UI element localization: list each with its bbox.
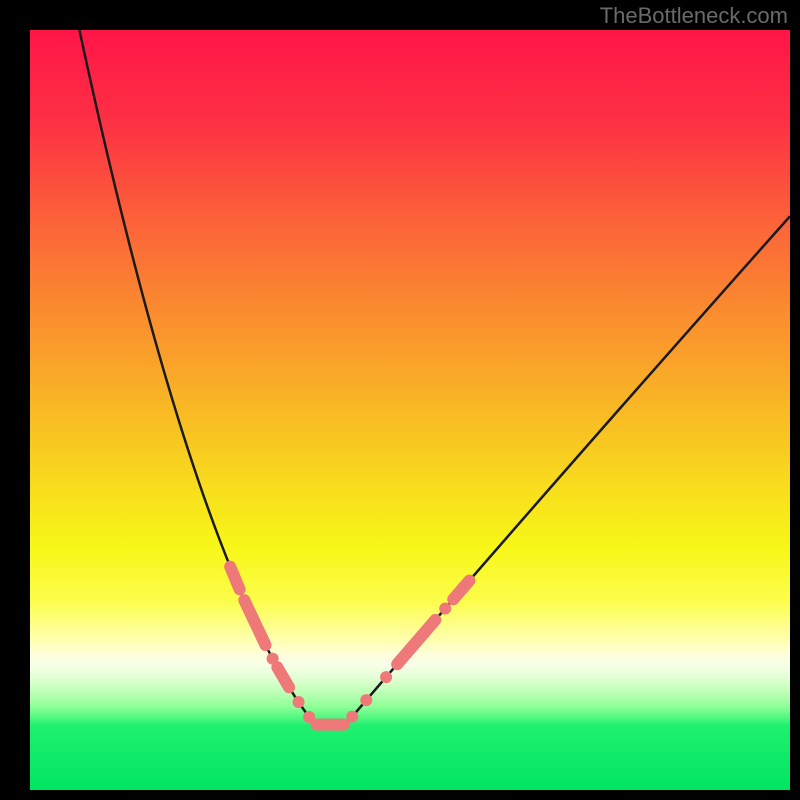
data-point-marker [346,711,358,723]
data-range-marker [230,567,239,590]
data-point-marker [439,602,451,614]
data-range-marker [453,581,469,600]
data-range-marker [277,667,289,687]
data-point-marker [293,696,305,708]
data-point-marker [360,694,372,706]
curve-layer [30,30,790,790]
watermark-text: TheBottleneck.com [600,3,788,29]
chart-container: TheBottleneck.com [0,0,800,800]
data-point-marker [380,671,392,683]
data-range-marker [397,620,435,664]
plot-area [30,30,790,790]
data-range-marker [244,600,265,645]
